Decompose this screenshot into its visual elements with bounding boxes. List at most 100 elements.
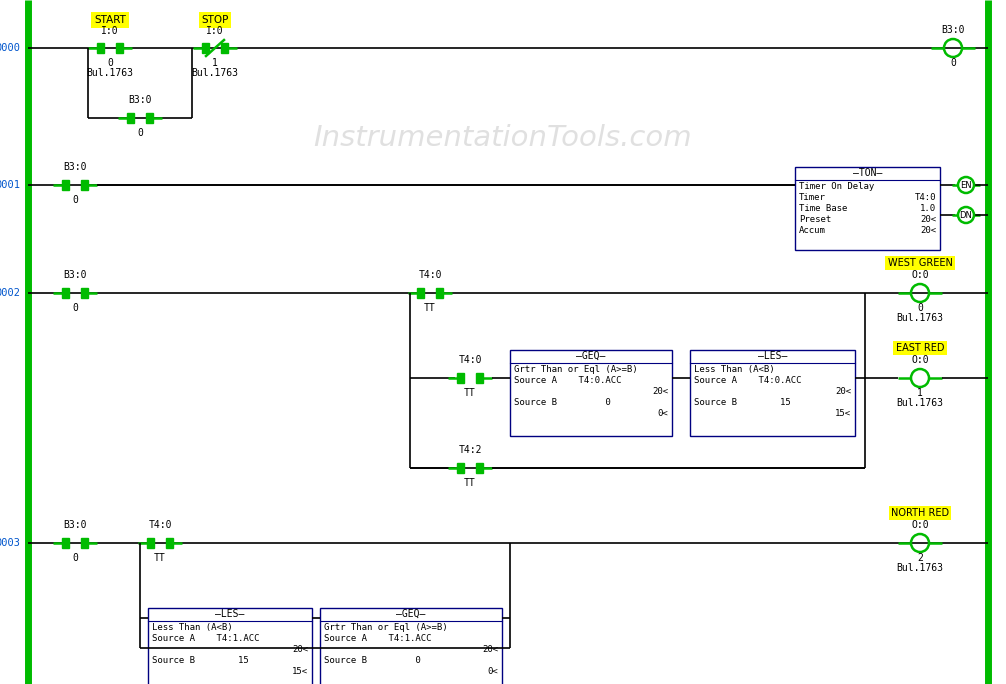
Text: 0: 0 <box>107 58 113 68</box>
Text: Source B        15: Source B 15 <box>152 656 248 665</box>
Bar <box>221 43 228 53</box>
Bar <box>62 288 69 298</box>
Text: 0003: 0003 <box>0 538 20 548</box>
Bar <box>320 608 502 684</box>
Text: 20<: 20< <box>652 387 668 396</box>
Text: InstrumentationTools.com: InstrumentationTools.com <box>314 124 692 152</box>
Text: 20<: 20< <box>919 215 936 224</box>
Bar <box>436 288 443 298</box>
Text: —GEQ—: —GEQ— <box>396 609 426 619</box>
Bar <box>476 463 483 473</box>
Text: 20<: 20< <box>292 645 308 654</box>
Bar <box>62 538 69 548</box>
Text: Less Than (A<B): Less Than (A<B) <box>152 623 232 632</box>
Text: O:0: O:0 <box>911 520 929 530</box>
Bar <box>795 167 940 250</box>
Bar <box>457 373 464 383</box>
Text: Time Base: Time Base <box>799 204 847 213</box>
Text: Bul.1763: Bul.1763 <box>87 68 134 78</box>
Text: 0: 0 <box>72 303 77 313</box>
Text: 0: 0 <box>917 303 923 313</box>
Text: Source B        15: Source B 15 <box>694 398 791 407</box>
Bar <box>146 113 153 123</box>
Text: Less Than (A<B): Less Than (A<B) <box>694 365 775 374</box>
Text: —LES—: —LES— <box>215 609 244 619</box>
Text: Source A    T4:1.ACC: Source A T4:1.ACC <box>324 634 432 643</box>
Text: B3:0: B3:0 <box>128 95 152 105</box>
Text: 0: 0 <box>137 128 143 138</box>
Text: Bul.1763: Bul.1763 <box>896 313 944 323</box>
Text: 0: 0 <box>72 553 77 563</box>
Text: 2: 2 <box>917 553 923 563</box>
Text: Grtr Than or Eql (A>=B): Grtr Than or Eql (A>=B) <box>324 623 448 632</box>
Text: 20<: 20< <box>919 226 936 235</box>
Bar <box>457 463 464 473</box>
Text: Preset: Preset <box>799 215 831 224</box>
Text: 1.0: 1.0 <box>919 204 936 213</box>
Text: EAST RED: EAST RED <box>895 343 945 353</box>
Bar <box>81 180 88 190</box>
Text: Timer: Timer <box>799 193 826 202</box>
Text: T4:0: T4:0 <box>148 520 172 530</box>
Text: 20<: 20< <box>835 387 851 396</box>
Text: STOP: STOP <box>201 15 228 25</box>
Text: 0: 0 <box>950 58 956 68</box>
Text: Bul.1763: Bul.1763 <box>896 398 944 408</box>
Text: Grtr Than or Eql (A>=B): Grtr Than or Eql (A>=B) <box>514 365 638 374</box>
Text: Source A    T4:0.ACC: Source A T4:0.ACC <box>694 376 802 385</box>
Text: Bul.1763: Bul.1763 <box>896 563 944 573</box>
Text: Accum: Accum <box>799 226 826 235</box>
Text: 1: 1 <box>212 58 218 68</box>
Bar <box>148 608 312 684</box>
Bar <box>147 538 154 548</box>
Text: 0002: 0002 <box>0 288 20 298</box>
Text: T4:0: T4:0 <box>914 193 936 202</box>
Bar <box>127 113 134 123</box>
Text: I:0: I:0 <box>102 26 119 36</box>
Bar <box>510 350 672 436</box>
Text: 0000: 0000 <box>0 43 20 53</box>
Text: Timer On Delay: Timer On Delay <box>799 182 874 191</box>
Bar <box>202 43 209 53</box>
Text: —LES—: —LES— <box>758 351 787 361</box>
Text: 15<: 15< <box>292 667 308 676</box>
Text: Source A    T4:1.ACC: Source A T4:1.ACC <box>152 634 260 643</box>
Bar <box>97 43 104 53</box>
Text: Bul.1763: Bul.1763 <box>191 68 238 78</box>
Text: T4:2: T4:2 <box>459 445 482 455</box>
Text: TT: TT <box>464 388 476 398</box>
Text: Source A    T4:0.ACC: Source A T4:0.ACC <box>514 376 622 385</box>
Text: START: START <box>95 15 126 25</box>
Text: TT: TT <box>425 303 436 313</box>
Text: 15<: 15< <box>835 409 851 418</box>
Text: Source B         0: Source B 0 <box>514 398 611 407</box>
Text: DN: DN <box>960 211 973 220</box>
Bar <box>690 350 855 436</box>
Text: T4:0: T4:0 <box>418 270 442 280</box>
Text: Source B         0: Source B 0 <box>324 656 421 665</box>
Text: NORTH RED: NORTH RED <box>891 508 949 518</box>
Text: 0: 0 <box>72 195 77 205</box>
Bar <box>62 180 69 190</box>
Bar <box>81 288 88 298</box>
Text: 0<: 0< <box>487 667 498 676</box>
Text: 0001: 0001 <box>0 180 20 190</box>
Bar <box>81 538 88 548</box>
Text: TT: TT <box>464 478 476 488</box>
Text: EN: EN <box>960 181 972 189</box>
Bar <box>417 288 424 298</box>
Text: 0<: 0< <box>657 409 668 418</box>
Text: B3:0: B3:0 <box>942 25 965 35</box>
Text: TT: TT <box>154 553 166 563</box>
Text: 1: 1 <box>917 388 923 398</box>
Text: T4:0: T4:0 <box>459 355 482 365</box>
Text: —TON—: —TON— <box>853 168 882 178</box>
Text: WEST GREEN: WEST GREEN <box>887 258 953 268</box>
Text: —GEQ—: —GEQ— <box>576 351 606 361</box>
Text: O:0: O:0 <box>911 270 929 280</box>
Text: O:0: O:0 <box>911 355 929 365</box>
Text: I:0: I:0 <box>206 26 223 36</box>
Bar <box>116 43 123 53</box>
Text: 20<: 20< <box>482 645 498 654</box>
Bar <box>166 538 173 548</box>
